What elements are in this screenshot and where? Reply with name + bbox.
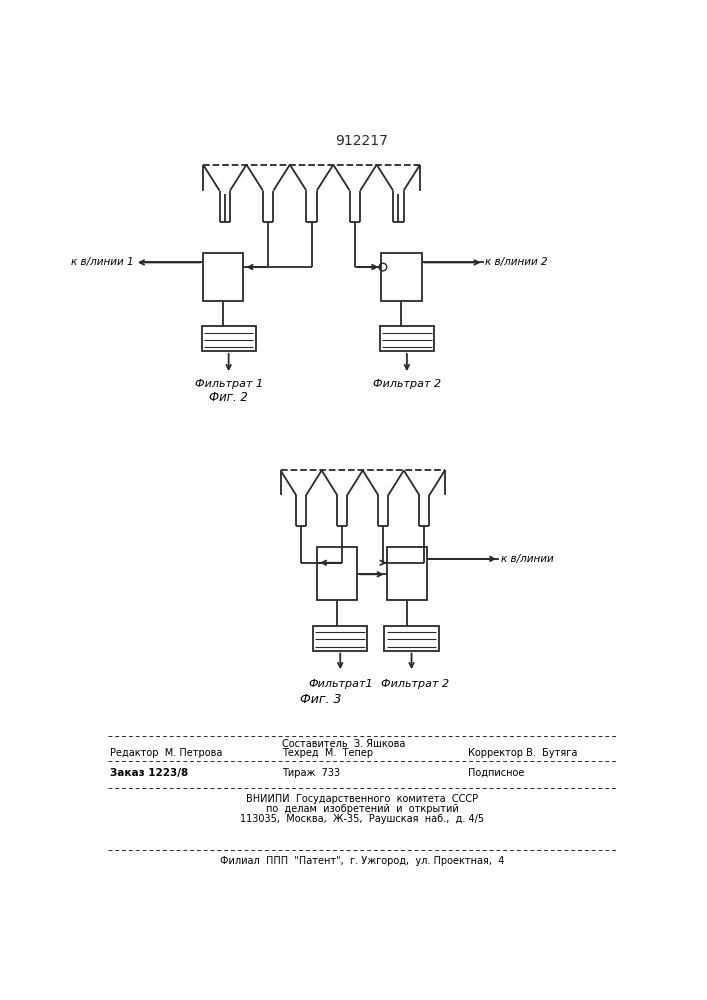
Text: Тираж  733: Тираж 733: [282, 768, 340, 778]
Text: Фильтрат 2: Фильтрат 2: [373, 379, 441, 389]
Text: Фильтрат1: Фильтрат1: [308, 679, 373, 689]
Text: Фильтрат 2: Фильтрат 2: [381, 679, 450, 689]
Text: Филиал  ППП  "Патент",  г. Ужгород,  ул. Проектная,  4: Филиал ППП "Патент", г. Ужгород, ул. Про…: [220, 856, 504, 866]
Text: Фиг. 3: Фиг. 3: [300, 693, 341, 706]
Bar: [203, 253, 243, 301]
Bar: [317, 547, 357, 600]
Text: 912217: 912217: [336, 134, 388, 148]
Text: Фильтрат 1: Фильтрат 1: [194, 379, 263, 389]
Text: Редактор  М. Петрова: Редактор М. Петрова: [110, 748, 223, 758]
Text: 113035,  Москва,  Ж-35,  Раушская  наб.,  д. 4/5: 113035, Москва, Ж-35, Раушская наб., д. …: [240, 814, 484, 824]
Bar: [380, 326, 434, 351]
Bar: [201, 326, 256, 351]
Text: к в/линии 2: к в/линии 2: [485, 257, 548, 267]
Text: Корректор В.  Бутяга: Корректор В. Бутяга: [468, 748, 578, 758]
Bar: [387, 547, 427, 600]
Text: Составитель  З. Яшкова: Составитель З. Яшкова: [282, 739, 406, 749]
Text: Подписное: Подписное: [468, 768, 525, 778]
Text: Техред  М.  Тепер: Техред М. Тепер: [282, 748, 373, 758]
Text: к в/линии 1: к в/линии 1: [71, 257, 134, 267]
Text: ВНИИПИ  Государственного  комитета  СССР: ВНИИПИ Государственного комитета СССР: [246, 794, 478, 804]
Text: к в/линии: к в/линии: [501, 554, 554, 564]
Text: Фиг. 2: Фиг. 2: [209, 391, 248, 404]
Text: по  делам  изобретений  и  открытий: по делам изобретений и открытий: [266, 804, 458, 814]
Text: Заказ 1223/8: Заказ 1223/8: [110, 768, 188, 778]
Bar: [313, 626, 368, 651]
Bar: [381, 253, 421, 301]
Bar: [385, 626, 438, 651]
